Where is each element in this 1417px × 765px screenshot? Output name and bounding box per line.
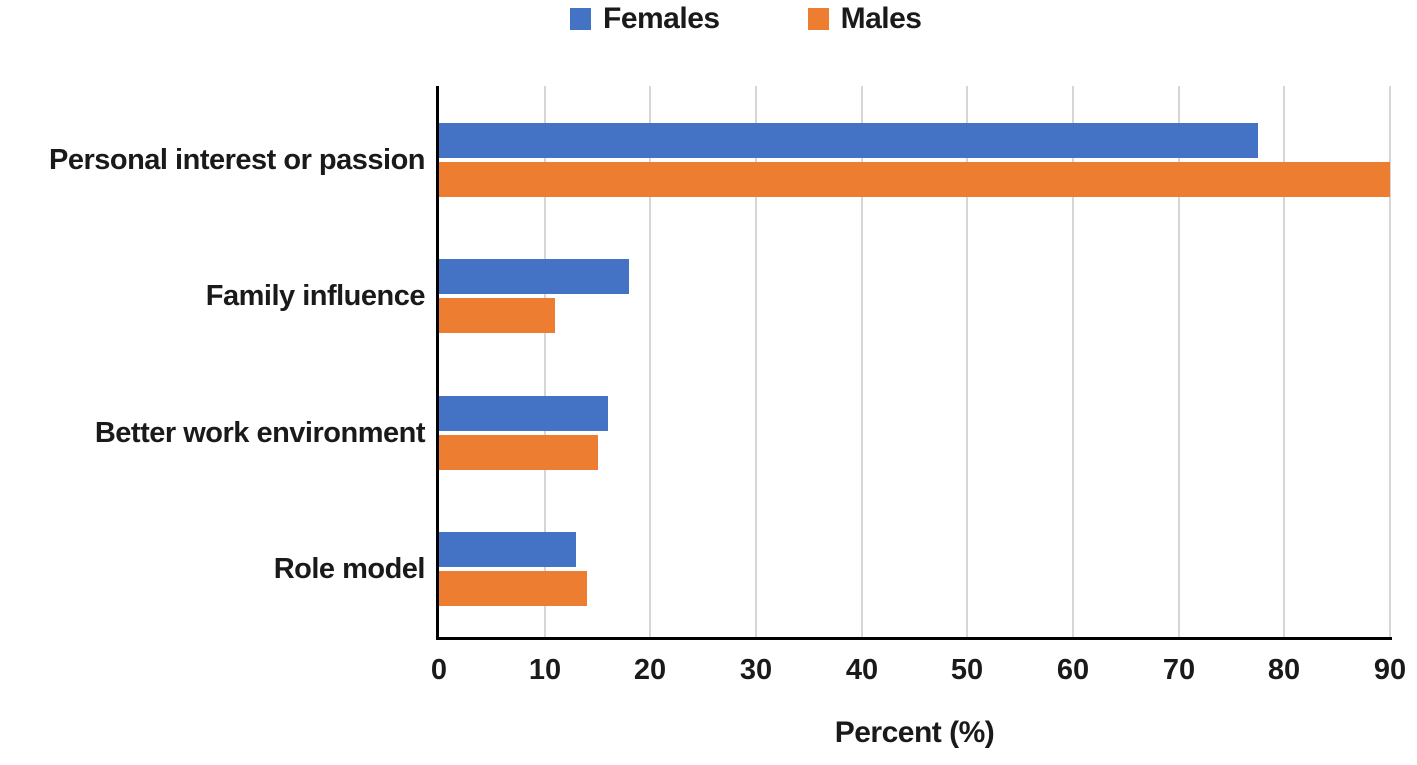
category-label-1: Family influence	[205, 280, 426, 312]
x-tick-label-0: 0	[430, 654, 448, 686]
category-label-3: Role model	[273, 553, 426, 585]
x-axis-title: Percent (%)	[834, 716, 995, 749]
bar-females-1	[439, 259, 629, 294]
legend-item-males: Males	[807, 2, 922, 36]
females-swatch-icon	[570, 8, 591, 30]
x-tick-label-80: 80	[1267, 654, 1301, 686]
bar-females-0	[439, 123, 1258, 158]
bar-females-2	[439, 396, 608, 431]
gridline-10	[544, 86, 546, 637]
gridline-90	[1389, 86, 1391, 637]
x-tick-label-40: 40	[845, 654, 879, 686]
gridline-30	[755, 86, 757, 637]
legend-label-males: Males	[840, 2, 922, 35]
y-axis-line	[436, 86, 439, 640]
legend-label-females: Females	[603, 2, 720, 35]
gridline-70	[1178, 86, 1180, 637]
x-tick-label-90: 90	[1373, 654, 1407, 686]
gridline-20	[649, 86, 651, 637]
category-label-2: Better work environment	[94, 417, 426, 449]
bar-males-0	[439, 162, 1390, 197]
bar-males-2	[439, 435, 598, 470]
x-tick-label-60: 60	[1056, 654, 1090, 686]
bar-males-3	[439, 571, 587, 606]
gridline-80	[1283, 86, 1285, 637]
x-tick-label-70: 70	[1162, 654, 1196, 686]
x-tick-label-10: 10	[528, 654, 562, 686]
gridline-40	[861, 86, 863, 637]
gridline-50	[966, 86, 968, 637]
x-tick-label-30: 30	[739, 654, 773, 686]
legend-item-females: Females	[570, 2, 720, 36]
plot-area	[439, 86, 1391, 637]
legend: Females Males	[570, 2, 922, 36]
gridline-60	[1072, 86, 1074, 637]
males-swatch-icon	[807, 8, 829, 30]
bar-males-1	[439, 298, 555, 333]
category-label-0: Personal interest or passion	[48, 144, 426, 176]
x-tick-label-50: 50	[950, 654, 984, 686]
x-tick-label-20: 20	[633, 654, 667, 686]
x-axis-line	[436, 637, 1392, 640]
bar-females-3	[439, 532, 576, 567]
